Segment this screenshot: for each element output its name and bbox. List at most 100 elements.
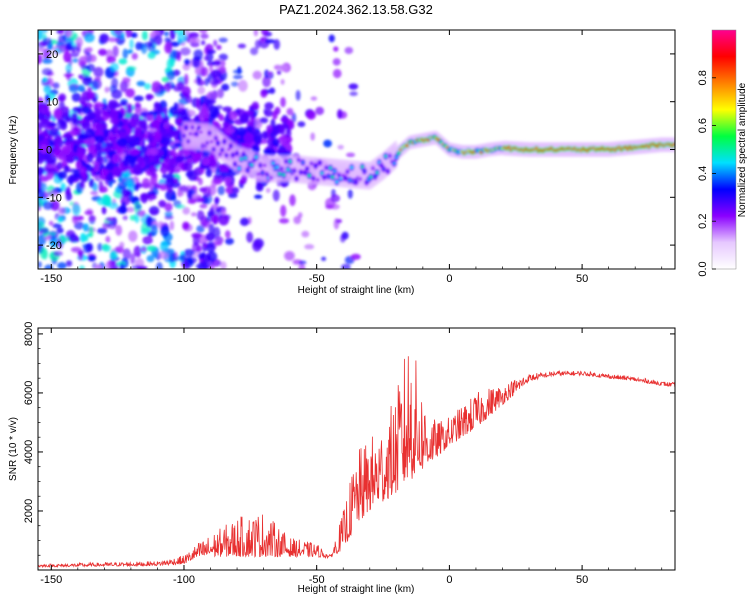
- heatmap-cell: [166, 58, 173, 71]
- heatmap-cell: [224, 127, 236, 134]
- heatmap-cell: [41, 68, 53, 76]
- heatmap-cell: [259, 117, 269, 124]
- heatmap-cell: [267, 71, 272, 76]
- heatmap-cell: [90, 190, 99, 196]
- heatmap-cell: [220, 261, 227, 269]
- heatmap-cell: [279, 167, 284, 171]
- heatmap-cell: [197, 86, 206, 95]
- heatmap-cell: [111, 77, 119, 89]
- heatmap-cell: [301, 161, 305, 165]
- heatmap-cell: [141, 177, 151, 189]
- heatmap-cell: [106, 56, 116, 64]
- heatmap-cell: [150, 174, 158, 186]
- heatmap-cell: [96, 227, 108, 234]
- heatmap-cell: [337, 144, 344, 150]
- x-tick-label: -150: [40, 574, 62, 586]
- heatmap-cell: [126, 103, 133, 115]
- heatmap-cell: [56, 171, 68, 180]
- heatmap-cell: [252, 240, 262, 252]
- heatmap-cell: [173, 111, 182, 117]
- heatmap-cell: [52, 223, 62, 229]
- heatmap-cell: [196, 210, 205, 221]
- heatmap-cell: [281, 173, 286, 177]
- heatmap-cell: [86, 152, 94, 163]
- heatmap-cell: [169, 30, 176, 40]
- heatmap-cell: [196, 194, 202, 199]
- heatmap-cell: [125, 88, 136, 98]
- heatmap-cell: [360, 165, 365, 169]
- heatmap-cell: [39, 247, 48, 260]
- heatmap-cell: [48, 220, 54, 226]
- heatmap-cell: [386, 169, 390, 173]
- heatmap-cell: [142, 123, 148, 133]
- heatmap-cell: [174, 155, 184, 163]
- colorbar-tick-label: 0.0: [697, 261, 709, 276]
- heatmap-cell: [57, 262, 67, 269]
- heatmap-cell: [218, 163, 230, 171]
- heatmap-cell: [188, 198, 197, 204]
- heatmap-cell: [87, 63, 95, 73]
- heatmap-cell: [43, 85, 52, 94]
- heatmap-cell: [42, 48, 51, 61]
- heatmap-cell: [253, 30, 259, 37]
- heatmap-cell: [345, 170, 350, 174]
- heatmap-cell: [328, 34, 335, 43]
- heatmap-cell: [181, 86, 191, 97]
- heatmap-cell: [262, 163, 267, 167]
- heatmap-cell: [122, 215, 129, 221]
- heatmap-cell: [175, 204, 186, 209]
- heatmap-cell: [40, 144, 48, 154]
- heatmap-cell: [122, 77, 131, 83]
- heatmap-cell: [122, 157, 130, 167]
- spectrogram-heatmap: [38, 30, 675, 269]
- heatmap-cell: [92, 96, 98, 103]
- heatmap-cell: [162, 114, 170, 122]
- heatmap-cell: [118, 58, 128, 65]
- heatmap-cell: [116, 137, 128, 148]
- heatmap-cell: [280, 79, 285, 85]
- heatmap-cell: [107, 136, 118, 142]
- y-tick-label: 8000: [23, 322, 35, 346]
- heatmap-cell: [149, 148, 159, 156]
- heatmap-cell: [202, 253, 211, 264]
- heatmap-cell: [123, 179, 132, 187]
- y-tick-label: -10: [46, 192, 62, 204]
- heatmap-cell: [163, 31, 169, 37]
- heatmap-cell: [159, 127, 168, 134]
- heatmap-cell: [266, 124, 273, 133]
- heatmap-cell: [193, 153, 201, 163]
- heatmap-cell: [330, 194, 341, 203]
- heatmap-cell: [60, 144, 72, 156]
- heatmap-cell: [369, 175, 373, 179]
- heatmap-cell: [63, 73, 75, 78]
- heatmap-cell: [215, 241, 223, 246]
- heatmap-cell: [218, 114, 224, 122]
- heatmap-cell: [292, 169, 297, 173]
- heatmap-cell: [243, 156, 248, 160]
- heatmap-cell: [224, 237, 234, 245]
- heatmap-cell: [153, 34, 163, 46]
- heatmap-cell: [217, 185, 226, 196]
- heatmap-cell: [87, 254, 96, 262]
- heatmap-cell: [272, 138, 280, 147]
- heatmap-cell: [250, 163, 254, 167]
- heatmap-cell: [171, 194, 177, 201]
- heatmap-cell: [279, 124, 286, 135]
- heatmap-cell: [220, 148, 224, 152]
- heatmap-cell: [347, 188, 353, 199]
- y-tick-label: 20: [46, 49, 58, 61]
- snr-y-label: SNR (10 * v/v): [8, 417, 19, 481]
- heatmap-cell: [320, 171, 324, 175]
- heatmap-cell: [97, 242, 103, 252]
- heatmap-cell: [81, 120, 92, 131]
- heatmap-cell: [186, 139, 191, 143]
- heatmap-cell: [251, 101, 260, 110]
- heatmap-cell: [343, 176, 348, 180]
- heatmap-cell: [305, 167, 309, 171]
- heatmap-cell: [101, 110, 110, 121]
- heatmap-cell: [199, 187, 207, 193]
- heatmap-cell: [264, 102, 274, 110]
- heatmap-cell: [311, 176, 316, 180]
- heatmap-cell: [330, 175, 335, 179]
